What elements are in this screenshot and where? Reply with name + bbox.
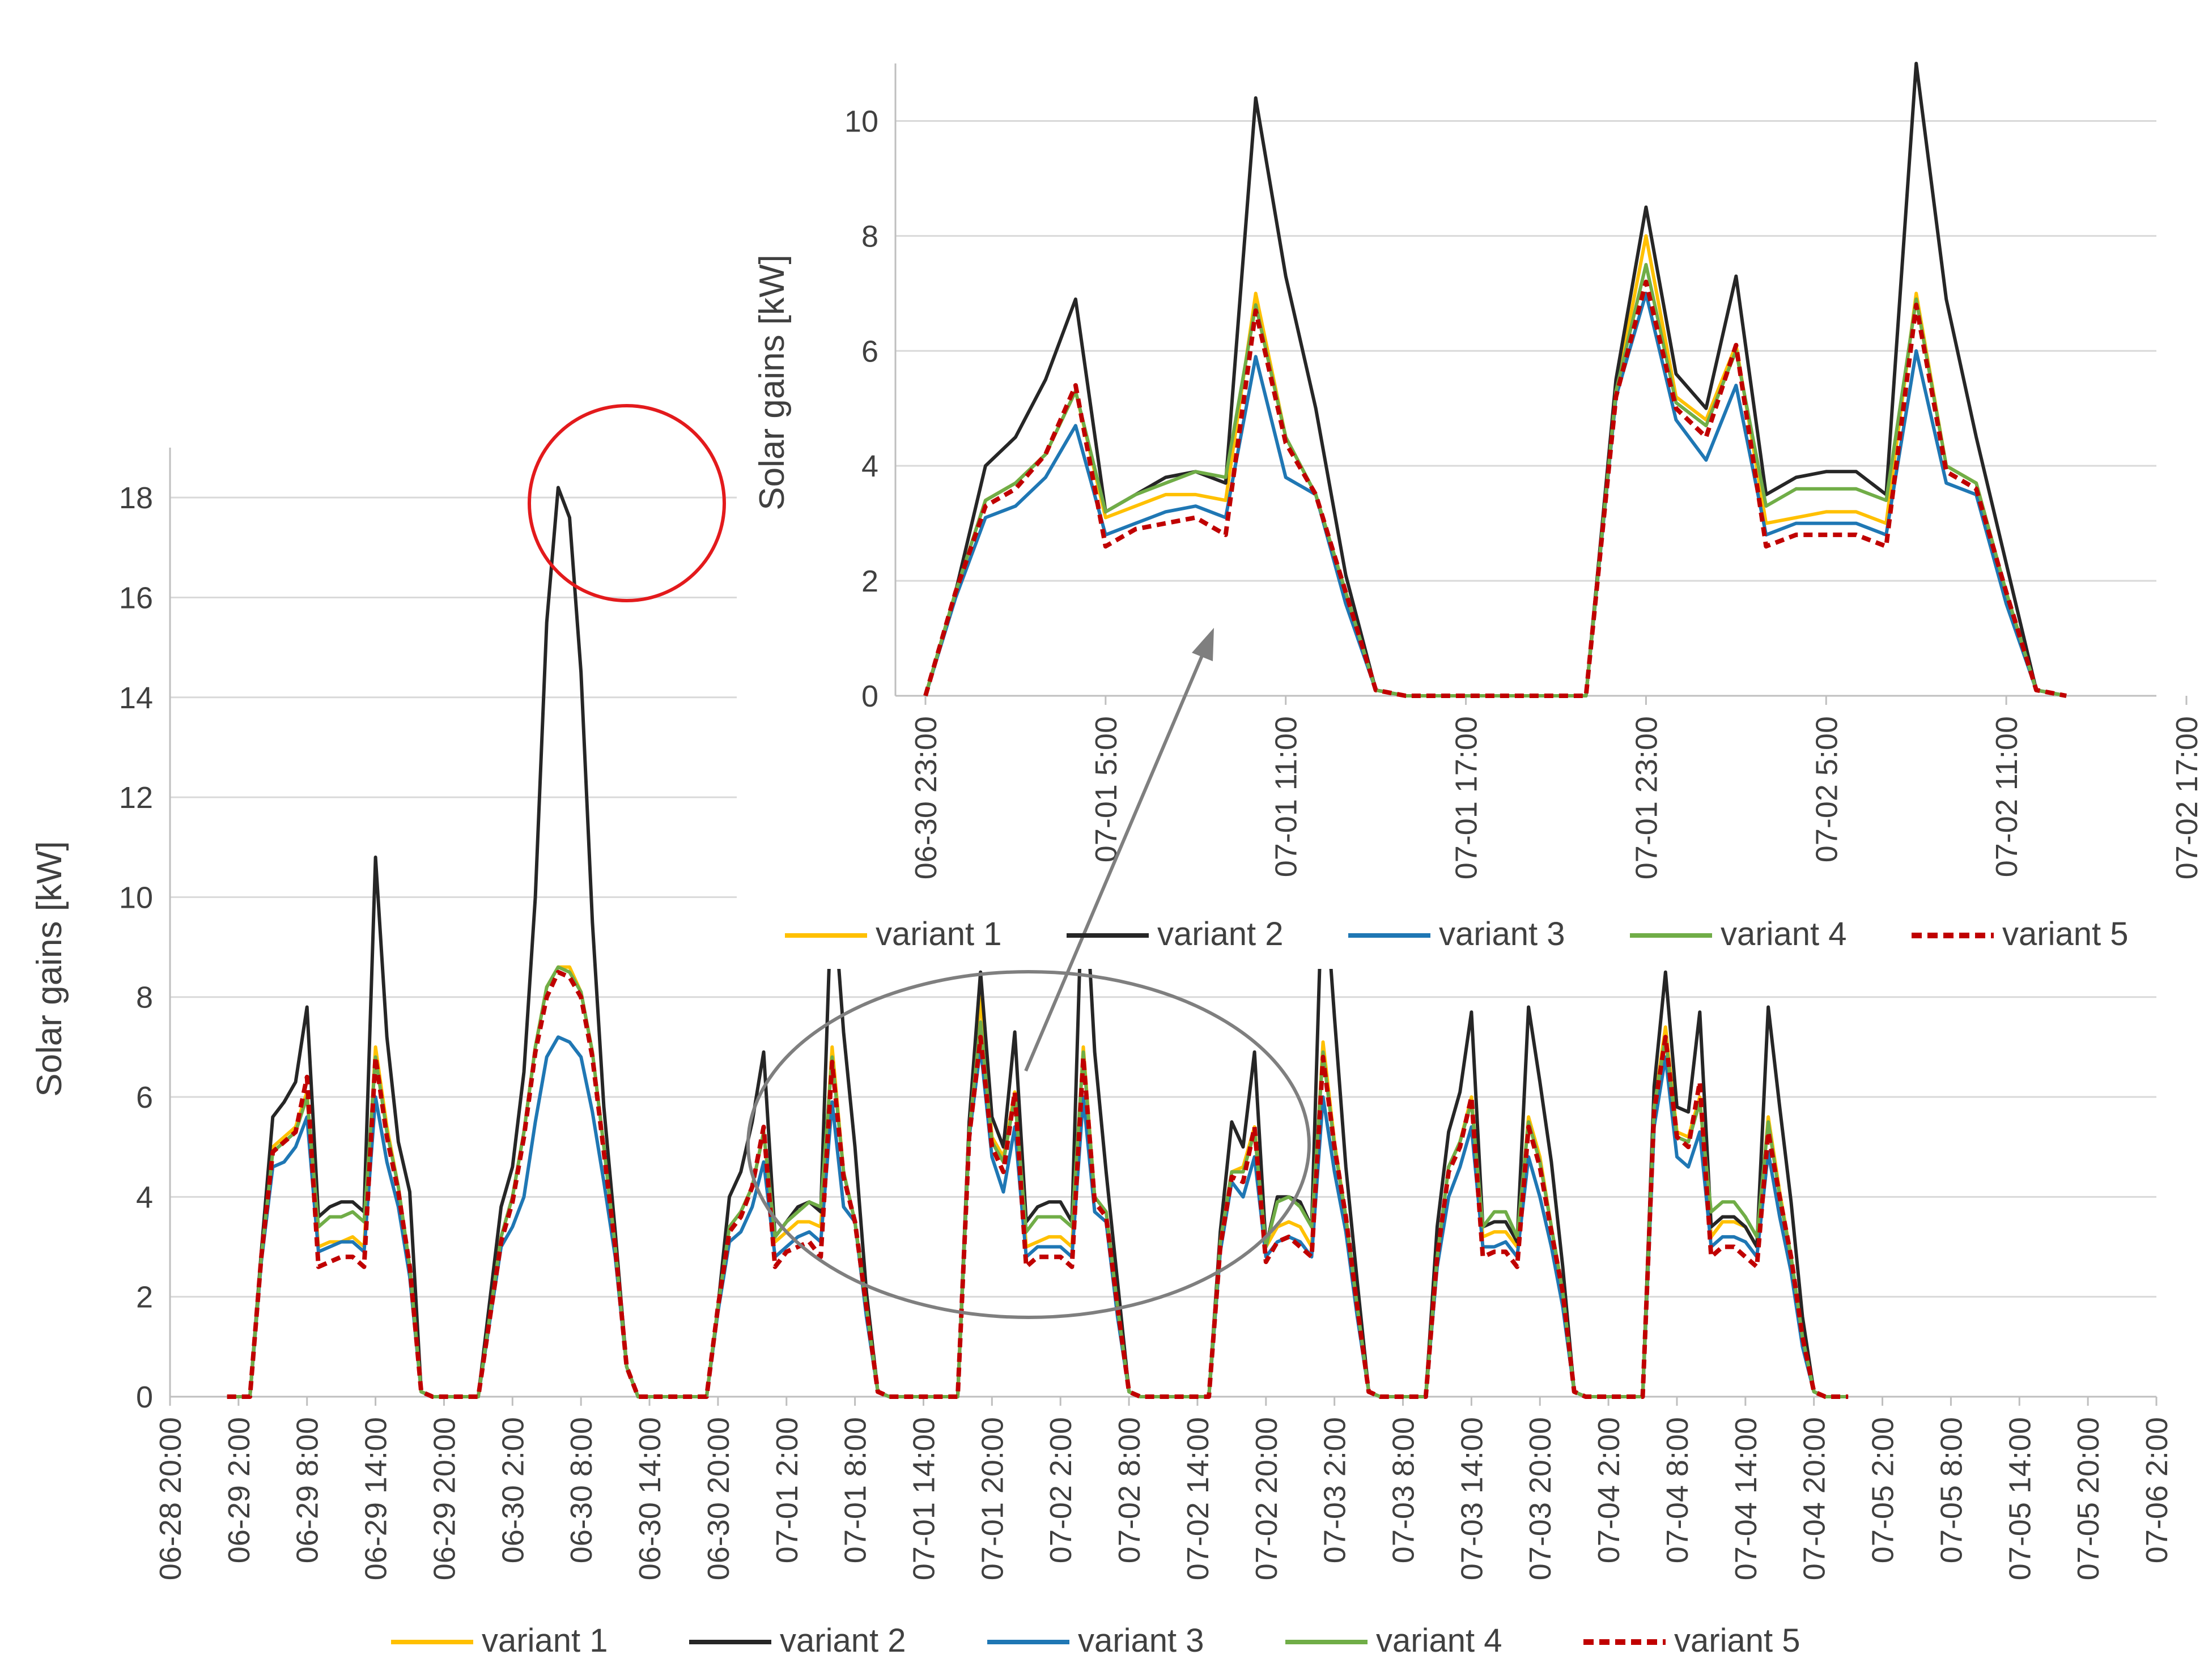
main-legend: variant 1 variant 2 variant 3 variant 4 vari… xyxy=(391,1622,1800,1659)
main-x-tick-label: 06-29 2:00 xyxy=(222,1417,256,1563)
inset-series-variant-4 xyxy=(924,263,2067,697)
inset-y-tick-label: 2 xyxy=(861,564,878,598)
inset-y-tick-labels: 0 2 4 6 8 10 xyxy=(844,104,878,713)
main-y-tick-label: 4 xyxy=(136,1180,153,1214)
main-x-tick-label: 06-29 20:00 xyxy=(427,1417,461,1580)
main-x-tick-label: 07-03 8:00 xyxy=(1387,1417,1421,1563)
main-y-tick-labels: 0 2 4 6 8 10 12 14 16 18 xyxy=(119,481,153,1414)
main-y-tick-label: 2 xyxy=(136,1281,153,1315)
main-y-tick-label: 0 xyxy=(136,1380,153,1414)
inset-x-tick-label: 07-01 5:00 xyxy=(1089,716,1123,862)
main-x-tick-label: 07-01 14:00 xyxy=(907,1417,941,1580)
main-y-tick-label: 14 xyxy=(119,681,153,715)
main-x-tick-label: 07-05 14:00 xyxy=(2003,1417,2037,1580)
main-x-tick-label: 06-29 8:00 xyxy=(291,1417,325,1563)
inset-legend-label: variant 1 xyxy=(876,916,1001,952)
peak-highlight-circle xyxy=(528,404,726,602)
main-x-tick-label: 07-01 2:00 xyxy=(770,1417,804,1563)
main-x-tick-label: 07-06 2:00 xyxy=(2140,1417,2174,1563)
inset-x-tick-label: 07-01 23:00 xyxy=(1629,716,1663,879)
inset-x-tick-labels: 06-30 23:00 07-01 5:00 07-01 11:00 07-01 17… xyxy=(909,716,2204,879)
main-x-tick-label: 07-02 2:00 xyxy=(1044,1417,1078,1563)
main-y-tick-label: 18 xyxy=(119,481,153,515)
main-x-tick-label: 06-30 8:00 xyxy=(564,1417,598,1563)
inset-x-tick-label: 07-02 17:00 xyxy=(2170,716,2204,879)
main-x-tick-label: 07-04 2:00 xyxy=(1592,1417,1626,1563)
zoom-region-ellipse xyxy=(746,970,1311,1319)
main-y-tick-label: 6 xyxy=(136,1081,153,1115)
main-series-variant-5 xyxy=(227,969,1849,1399)
main-x-tick-label: 06-30 2:00 xyxy=(496,1417,530,1563)
main-y-tick-label: 12 xyxy=(119,781,153,815)
zoom-arrow xyxy=(1024,628,1214,1072)
main-x-tick-label: 06-30 14:00 xyxy=(633,1417,667,1580)
main-legend-label: variant 3 xyxy=(1078,1622,1204,1659)
inset-legend-label: variant 5 xyxy=(2002,916,2128,952)
inset-legend-label: variant 3 xyxy=(1439,916,1565,952)
main-x-tick-label: 07-03 2:00 xyxy=(1318,1417,1352,1563)
main-x-tick-label: 07-04 8:00 xyxy=(1661,1417,1695,1563)
inset-y-tick-label: 8 xyxy=(861,219,878,253)
main-x-tick-label: 07-04 14:00 xyxy=(1729,1417,1763,1580)
main-legend-label: variant 2 xyxy=(780,1622,906,1659)
main-x-tick-label: 07-03 14:00 xyxy=(1455,1417,1489,1580)
main-x-tick-label: 07-05 20:00 xyxy=(2071,1417,2105,1580)
inset-x-tick-label: 07-02 5:00 xyxy=(1810,716,1844,862)
main-x-tick-label: 06-28 20:00 xyxy=(154,1417,188,1580)
main-x-tick-label: 07-05 2:00 xyxy=(1866,1417,1900,1563)
main-x-tick-label: 07-05 8:00 xyxy=(1934,1417,1968,1563)
main-x-tick-label: 06-30 20:00 xyxy=(702,1417,736,1580)
inset-y-axis-label: Solar gains [kW] xyxy=(753,254,792,510)
inset-gridlines xyxy=(895,120,2156,582)
main-legend-label: variant 1 xyxy=(482,1622,608,1659)
main-x-tick-label: 07-04 20:00 xyxy=(1798,1417,1832,1580)
inset-legend-label: variant 4 xyxy=(1721,916,1846,952)
inset-y-tick-label: 4 xyxy=(861,449,878,483)
main-x-tick-label: 07-01 20:00 xyxy=(975,1417,1009,1580)
inset-legend: variant 1 variant 2 variant 3 variant 4 vari… xyxy=(785,916,2128,952)
main-x-tick-label: 07-01 8:00 xyxy=(839,1417,873,1563)
main-x-tick-label: 07-02 14:00 xyxy=(1181,1417,1215,1580)
inset-series-variant-5 xyxy=(923,279,2067,698)
main-y-tick-label: 16 xyxy=(119,581,153,615)
main-y-tick-label: 8 xyxy=(136,981,153,1015)
inset-legend-label: variant 2 xyxy=(1157,916,1283,952)
inset-y-tick-label: 10 xyxy=(844,104,878,138)
main-y-tick-label: 10 xyxy=(119,881,153,915)
inset-x-tick-label: 06-30 23:00 xyxy=(909,716,943,879)
inset-y-tick-label: 6 xyxy=(861,334,878,368)
inset-chart: 0 2 4 6 8 10 06-30 23:00 07-01 5:00 07-01 11:00… xyxy=(753,62,2204,879)
main-legend-label: variant 4 xyxy=(1376,1622,1502,1659)
inset-x-tick-label: 07-01 17:00 xyxy=(1450,716,1484,879)
main-x-tick-label: 07-03 20:00 xyxy=(1523,1417,1557,1580)
inset-x-tick-label: 07-02 11:00 xyxy=(1990,716,2024,877)
inset-x-tick-label: 07-01 11:00 xyxy=(1269,716,1303,877)
main-x-tick-label: 07-02 20:00 xyxy=(1250,1417,1284,1580)
inset-y-tick-label: 0 xyxy=(861,679,878,713)
main-legend-label: variant 5 xyxy=(1674,1622,1800,1659)
main-y-axis-label: Solar gains [kW] xyxy=(30,841,69,1096)
main-series-lines xyxy=(227,486,1849,1399)
main-x-tick-label: 06-29 14:00 xyxy=(359,1417,393,1580)
inset-background xyxy=(737,45,2204,969)
main-x-tick-labels: 06-28 20:00 06-29 2:00 06-29 8:00 06-29 14:… xyxy=(154,1417,2174,1580)
main-x-tick-label: 07-02 8:00 xyxy=(1112,1417,1146,1563)
inset-series-lines xyxy=(923,62,2067,698)
